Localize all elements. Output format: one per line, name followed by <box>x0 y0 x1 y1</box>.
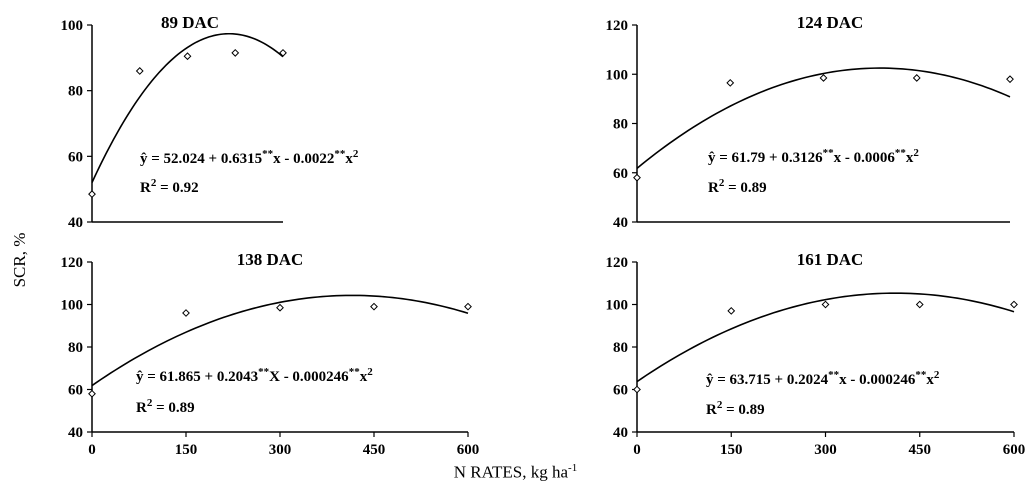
regression-equation: ŷ = 61.865 + 0.2043**X - 0.000246**x2 <box>136 366 373 385</box>
data-point <box>633 385 641 394</box>
data-point <box>370 302 378 311</box>
data-point <box>276 303 284 312</box>
regression-equation: ŷ = 52.024 + 0.6315**x - 0.0022**x2 <box>140 148 359 167</box>
regression-equation: ŷ = 61.79 + 0.3126**x - 0.0006**x2 <box>708 147 919 166</box>
x-axis-label: N RATES, kg ha-1 <box>0 462 1031 483</box>
x-tick-label: 150 <box>175 442 198 458</box>
y-axis-label: SCR, % <box>10 232 29 288</box>
fit-curve <box>636 67 1011 169</box>
data-point <box>464 302 472 311</box>
x-tick-label: 300 <box>814 442 837 458</box>
x-axis-label-sup: -1 <box>568 462 578 474</box>
data-point <box>633 173 641 182</box>
r-squared: R2 = 0.89 <box>136 397 195 416</box>
x-tick-label: 300 <box>269 442 292 458</box>
data-point <box>726 78 735 87</box>
x-tick-label: 0 <box>88 442 96 458</box>
fit-curve <box>91 294 469 387</box>
chart-panel: 40 60 80 100 120 0 150 300 450 600 138 DAC ŷ = 61.8… <box>61 250 480 458</box>
y-tick-label: 100 <box>606 298 629 314</box>
r-squared: R2 = 0.89 <box>706 399 765 418</box>
data-point <box>279 49 287 57</box>
y-tick-label: 40 <box>613 425 628 441</box>
fit-curve <box>636 292 1015 383</box>
data-point <box>231 49 240 57</box>
r-squared: R2 = 0.89 <box>708 177 767 196</box>
x-tick-label: 600 <box>457 442 480 458</box>
data-point <box>819 74 828 82</box>
panel-title: 124 DAC <box>797 13 864 32</box>
y-tick-label: 100 <box>61 18 84 34</box>
fit-curve <box>91 32 284 183</box>
chart-panel: 40 60 80 100 120 0 150 300 450 600 161 DAC ŷ = 63.7… <box>606 250 1026 458</box>
x-tick-label: 450 <box>363 442 386 458</box>
y-tick-label: 40 <box>613 215 628 231</box>
regression-equation: ŷ = 63.715 + 0.2024**x - 0.000246**x2 <box>706 369 940 388</box>
panel-title: 138 DAC <box>237 250 304 269</box>
data-point <box>1010 300 1018 309</box>
data-point <box>88 190 96 198</box>
y-tick-label: 80 <box>68 340 83 356</box>
y-tick-label: 60 <box>68 383 83 399</box>
y-tick-label: 100 <box>61 298 84 314</box>
data-point <box>915 300 924 309</box>
x-tick-label: 150 <box>720 442 743 458</box>
data-point <box>88 389 96 398</box>
x-tick-label: 600 <box>1003 442 1026 458</box>
panel-title: 161 DAC <box>797 250 864 269</box>
y-tick-label: 80 <box>68 84 83 100</box>
y-tick-label: 120 <box>61 255 84 271</box>
y-tick-label: 80 <box>613 340 628 356</box>
data-point <box>135 67 144 75</box>
y-tick-label: 100 <box>606 67 629 83</box>
x-axis-label-text: N RATES, kg ha <box>453 462 569 482</box>
chart-panel: 40 60 80 100 120 124 DAC ŷ = 61.79 + 0.3126**x… <box>606 13 1014 231</box>
chart-panel: 40 60 80 100 89 DAC ŷ = 52.024 + 0.6315**x - … <box>61 13 359 231</box>
y-tick-label: 40 <box>68 425 83 441</box>
data-point <box>183 52 192 61</box>
data-point <box>821 300 830 309</box>
y-tick-label: 40 <box>68 215 83 231</box>
x-tick-label: 0 <box>633 442 641 458</box>
y-tick-label: 60 <box>613 166 628 182</box>
y-tick-label: 120 <box>606 255 629 271</box>
x-tick-label: 450 <box>909 442 932 458</box>
panel-title: 89 DAC <box>161 13 219 32</box>
y-tick-label: 60 <box>613 383 628 399</box>
y-tick-label: 80 <box>613 117 628 133</box>
y-tick-label: 120 <box>606 18 629 34</box>
r-squared: R2 = 0.92 <box>140 177 199 196</box>
data-point <box>182 309 190 317</box>
data-point <box>912 74 921 82</box>
data-point <box>1006 75 1014 84</box>
data-point <box>727 306 736 315</box>
y-tick-label: 60 <box>68 149 83 165</box>
